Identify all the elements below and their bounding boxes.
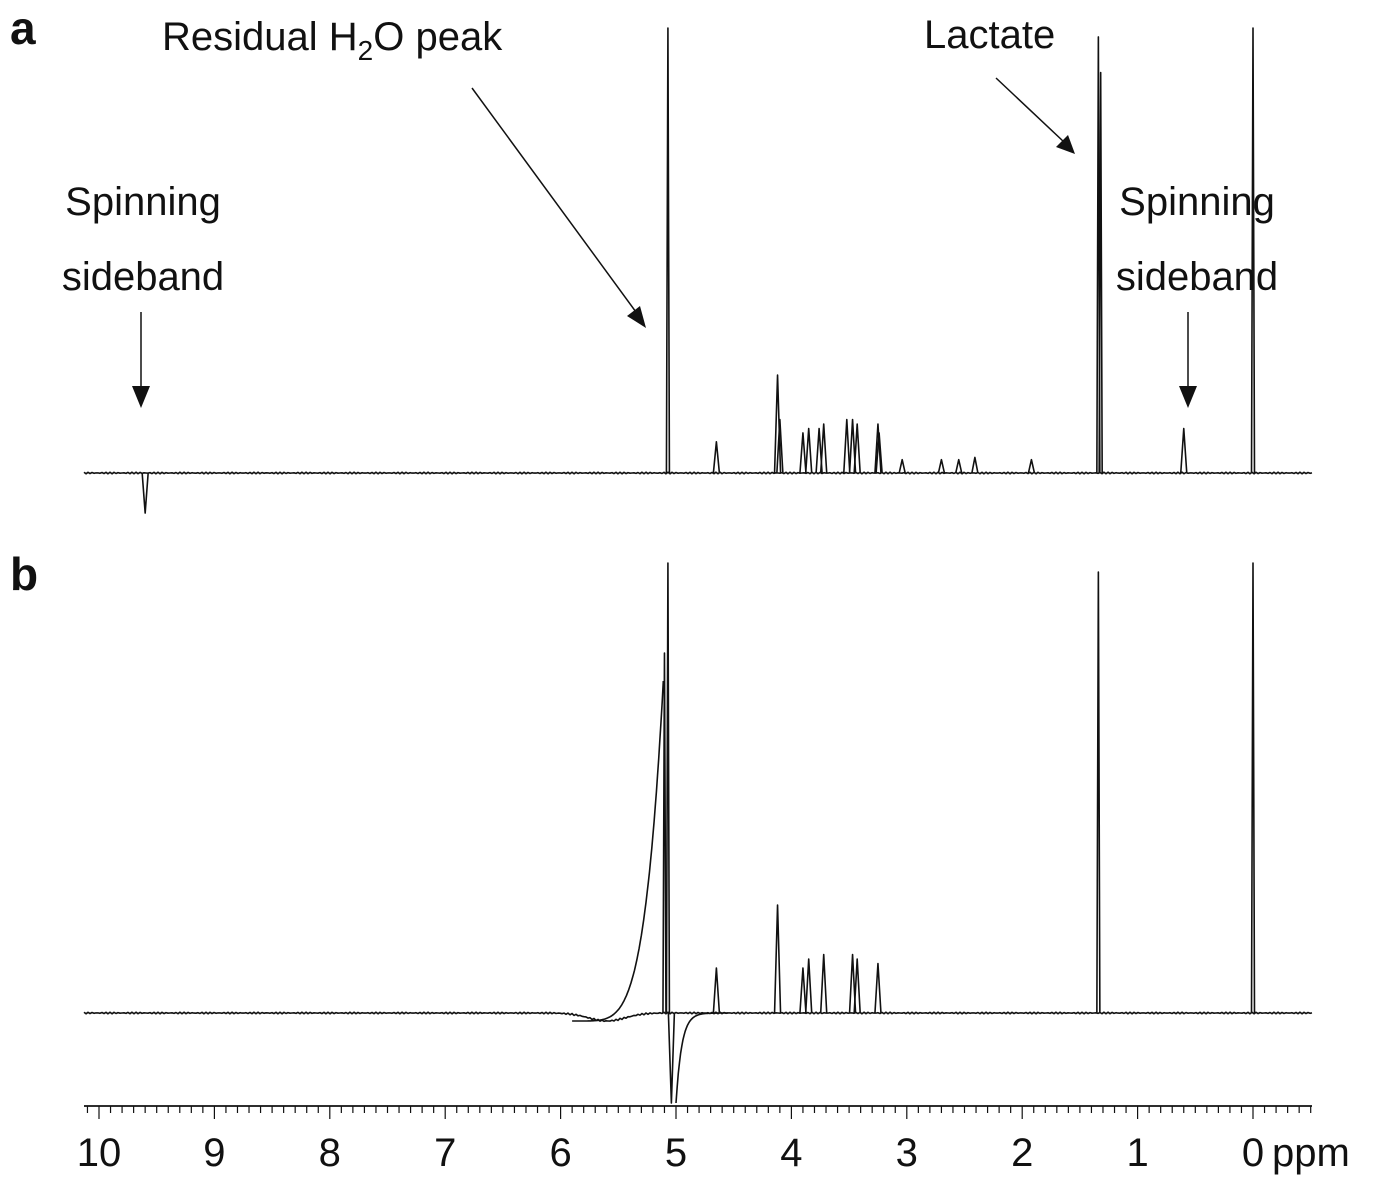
x-tick-label: 8 <box>319 1131 341 1175</box>
x-tick-label: 0 <box>1242 1131 1264 1175</box>
spectrum-peak <box>141 472 149 514</box>
spectrum-peak <box>799 432 807 474</box>
spectrum-peak <box>874 423 882 474</box>
spectrum-peak <box>937 458 946 474</box>
panel-b-label: b <box>10 548 38 600</box>
annotation-sideband-right-line1: Spinning <box>1119 180 1275 224</box>
spectrum-peak <box>799 967 807 1014</box>
arrow-water <box>471 87 646 328</box>
spectrum-peak <box>853 423 861 474</box>
spectrum-peak <box>662 652 667 1014</box>
spectrum-peak <box>665 562 671 1014</box>
spectrum-peak <box>819 953 828 1014</box>
spectrum-peak <box>1179 427 1188 474</box>
annotation-sideband-left-line2: sideband <box>62 255 224 299</box>
spectrum-peak <box>1250 562 1256 1014</box>
x-axis-unit: ppm <box>1272 1131 1350 1175</box>
spectrum-peak <box>842 418 851 474</box>
spectrum-peak <box>665 27 671 474</box>
spectrum-peak <box>1250 27 1256 474</box>
x-tick-label: 6 <box>549 1131 571 1175</box>
annotation-water-part2: O peak <box>373 15 503 59</box>
water-hump <box>572 680 665 1022</box>
x-tick-label: 10 <box>77 1131 122 1175</box>
spectrum-peak <box>971 456 979 474</box>
panel-b-spectrum <box>83 562 1313 1104</box>
arrow-sideband-left <box>132 312 150 408</box>
spectrum-baseline <box>83 471 1313 475</box>
spectrum-peak <box>773 904 782 1014</box>
arrow-lactate <box>995 77 1075 154</box>
x-tick-label: 3 <box>896 1131 918 1175</box>
spectrum-peak <box>1027 458 1036 474</box>
spectrum-baseline <box>83 1011 1313 1023</box>
water-negative-tail <box>675 1012 728 1104</box>
spectrum-peak <box>954 458 963 474</box>
x-tick-label: 4 <box>780 1131 802 1175</box>
panel-a-spectrum <box>83 27 1313 514</box>
spectrum-peak <box>875 432 883 474</box>
panel-a-label: a <box>10 2 36 54</box>
x-tick-label: 5 <box>665 1131 687 1175</box>
spectrum-peak <box>804 427 813 474</box>
annotation-sideband-left-line1: Spinning <box>65 180 221 224</box>
annotation-water: Residual H2O peak <box>162 15 503 66</box>
spectrum-peak <box>773 374 782 474</box>
x-tick-label: 2 <box>1011 1131 1033 1175</box>
annotation-sideband-right-line2: sideband <box>1116 255 1278 299</box>
spectrum-peak <box>898 458 906 474</box>
spectrum-peak <box>667 1012 676 1104</box>
spectrum-peak <box>804 958 813 1014</box>
spectrum-peak <box>1096 571 1101 1014</box>
arrow-sideband-right <box>1179 312 1197 408</box>
x-axis: 10 9 8 7 6 5 4 3 2 1 0 <box>77 1105 1312 1175</box>
annotation-water-subscript: 2 <box>358 35 374 66</box>
spectrum-peak <box>819 423 828 474</box>
spectrum-peak <box>776 418 784 474</box>
spectrum-peak <box>1098 71 1103 474</box>
x-tick-label: 1 <box>1126 1131 1148 1175</box>
spectrum-peak <box>712 967 721 1014</box>
x-tick-label: 9 <box>203 1131 225 1175</box>
spectrum-peak <box>874 962 882 1014</box>
spectrum-peak <box>853 958 861 1014</box>
annotation-lactate: Lactate <box>924 13 1055 57</box>
spectrum-peak <box>712 441 721 474</box>
annotation-water-part1: Residual H <box>162 15 358 59</box>
x-tick-label: 7 <box>434 1131 456 1175</box>
